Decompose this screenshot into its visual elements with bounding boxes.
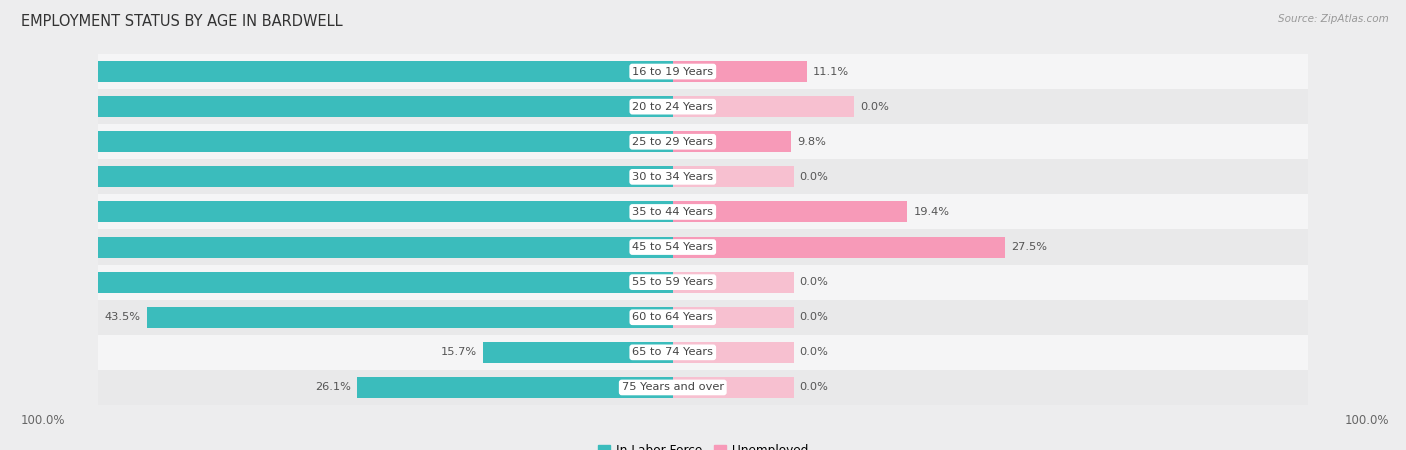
Text: 11.1%: 11.1% [813, 67, 849, 76]
Bar [0, 61, 673, 82]
Text: 55 to 59 Years: 55 to 59 Years [633, 277, 713, 287]
Text: 65 to 74 Years: 65 to 74 Years [633, 347, 713, 357]
Legend: In Labor Force, Unemployed: In Labor Force, Unemployed [593, 440, 813, 450]
Text: 100.0%: 100.0% [21, 414, 66, 428]
Bar [482, 342, 672, 363]
Text: 20 to 24 Years: 20 to 24 Years [633, 102, 713, 112]
FancyBboxPatch shape [98, 124, 1308, 159]
Bar [672, 61, 807, 82]
Bar [672, 131, 792, 152]
Text: 26.1%: 26.1% [315, 382, 352, 392]
Text: 15.7%: 15.7% [440, 347, 477, 357]
FancyBboxPatch shape [98, 265, 1308, 300]
FancyBboxPatch shape [98, 89, 1308, 124]
FancyBboxPatch shape [98, 159, 1308, 194]
FancyBboxPatch shape [98, 230, 1308, 265]
Text: 0.0%: 0.0% [800, 277, 828, 287]
Bar [672, 202, 907, 222]
Bar [672, 166, 793, 187]
FancyBboxPatch shape [98, 335, 1308, 370]
Text: 0.0%: 0.0% [800, 312, 828, 322]
Bar [0, 202, 672, 222]
FancyBboxPatch shape [98, 194, 1308, 230]
Text: 100.0%: 100.0% [1344, 414, 1389, 428]
Bar [0, 131, 673, 152]
Text: 27.5%: 27.5% [1011, 242, 1047, 252]
Text: EMPLOYMENT STATUS BY AGE IN BARDWELL: EMPLOYMENT STATUS BY AGE IN BARDWELL [21, 14, 343, 28]
Bar [0, 237, 672, 257]
Text: 16 to 19 Years: 16 to 19 Years [633, 67, 713, 76]
Bar [672, 307, 793, 328]
Bar [0, 166, 672, 187]
Bar [672, 272, 793, 292]
Text: 9.8%: 9.8% [797, 137, 827, 147]
FancyBboxPatch shape [98, 300, 1308, 335]
Text: 0.0%: 0.0% [860, 102, 889, 112]
Text: 0.0%: 0.0% [800, 382, 828, 392]
Text: 19.4%: 19.4% [914, 207, 949, 217]
Bar [672, 237, 1005, 257]
Bar [0, 96, 673, 117]
Bar [357, 377, 672, 398]
Text: 45 to 54 Years: 45 to 54 Years [633, 242, 713, 252]
Text: Source: ZipAtlas.com: Source: ZipAtlas.com [1278, 14, 1389, 23]
Text: 35 to 44 Years: 35 to 44 Years [633, 207, 713, 217]
Bar [146, 307, 672, 328]
Bar [672, 96, 855, 117]
FancyBboxPatch shape [98, 370, 1308, 405]
Bar [0, 272, 672, 292]
Text: 60 to 64 Years: 60 to 64 Years [633, 312, 713, 322]
Text: 30 to 34 Years: 30 to 34 Years [633, 172, 713, 182]
FancyBboxPatch shape [98, 54, 1308, 89]
Bar [672, 377, 793, 398]
Text: 25 to 29 Years: 25 to 29 Years [633, 137, 713, 147]
Text: 75 Years and over: 75 Years and over [621, 382, 724, 392]
Text: 43.5%: 43.5% [104, 312, 141, 322]
Text: 0.0%: 0.0% [800, 347, 828, 357]
Text: 0.0%: 0.0% [800, 172, 828, 182]
Bar [672, 342, 793, 363]
